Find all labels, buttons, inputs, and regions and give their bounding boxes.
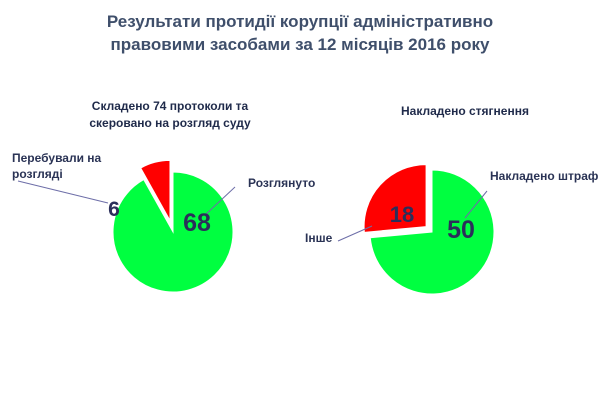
title-line-2: правовими засобами за 12 місяців 2016 ро… <box>110 35 490 54</box>
page-title: Результати протидії корупції адміністрат… <box>0 10 600 56</box>
pie1-label-pending-line-2: розгляді <box>12 167 63 181</box>
pie2-leader-fine <box>464 190 488 219</box>
chart1-title-line-2: скеровано на розгляд суду <box>89 116 251 130</box>
chart1-title-line-1: Складено 74 протоколи та <box>91 99 249 113</box>
pie1-leader-reviewed <box>203 186 236 217</box>
chart2-title: Накладено стягнення <box>401 104 529 118</box>
pie2-label-other: Інше <box>305 231 333 245</box>
pie1-leader-pending <box>17 180 109 204</box>
pie2-value-other: 18 <box>390 202 414 227</box>
pie2-slice-other <box>363 164 427 233</box>
pie2-label-fine: Накладено штраф <box>490 169 599 183</box>
pie2-slice-fine <box>369 169 495 295</box>
pie1-label-pending: Перебували на розгляді <box>12 150 101 182</box>
pie2-value-fine: 50 <box>447 216 475 244</box>
chart1-title: Складено 74 протоколи та скеровано на ро… <box>70 98 270 132</box>
pie1-value-reviewed: 68 <box>183 209 211 237</box>
pie1-label-pending-line-1: Перебували на <box>12 151 102 165</box>
pie2-leader-other <box>337 225 373 242</box>
title-line-1: Результати протидії корупції адміністрат… <box>106 12 494 31</box>
pie1-value-pending: 6 <box>108 198 120 221</box>
pie1-slice-reviewed <box>112 171 234 293</box>
pie1-label-reviewed: Розглянуто <box>248 176 316 190</box>
pie1-slice-pending <box>140 159 171 223</box>
